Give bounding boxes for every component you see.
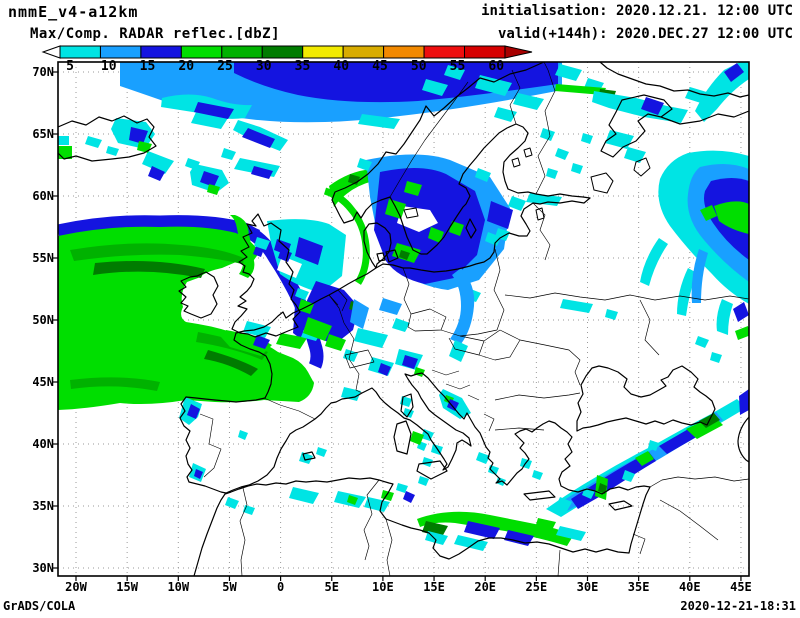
model-title: nmmE_v4-a12km [8,3,139,21]
colorbar-segment [423,45,465,59]
lat-label: 50N [32,313,54,327]
colorbar-tick-label: 10 [101,59,117,74]
lon-label: 45E [730,580,752,594]
coast-iceland [58,115,157,162]
lon-label: 35E [628,580,650,594]
lon-label: 15W [116,580,138,594]
colorbar-tick-label: 60 [488,59,504,74]
lat-label: 40N [32,437,54,451]
colorbar-segment [140,45,182,59]
colorbar-segment [221,45,263,59]
colorbar-segment [59,45,101,59]
colorbar-segment [383,45,425,59]
colorbar-segment [302,45,344,59]
coast-black-sea [576,365,716,432]
colorbar-tick-label: 20 [178,59,194,74]
colorbar-segment [180,45,223,59]
coast-caspian [737,416,749,463]
colorbar: 5 10 15 20 25 30 35 40 45 50 55 60 [41,45,533,74]
colorbar-segment [261,45,304,59]
lon-label: 15E [423,580,445,594]
valid-time-label: valid(+144h): 2020.DEC.27 12:00 UTC [497,26,793,42]
coast-mainland [179,62,651,495]
creation-timestamp: 2020-12-21-18:31 [680,599,796,613]
colorbar-tick-label: 15 [140,59,156,74]
lon-label: 20W [65,580,87,594]
map-frame [57,61,750,577]
lat-label: 30N [32,561,54,575]
colorbar-tick-label: 30 [256,59,272,74]
coast-ireland [178,271,219,319]
colorbar-tick-label: 5 [66,59,74,74]
lat-label: 45N [32,375,54,389]
lon-label: 30E [577,580,599,594]
grads-credit: GrADS/COLA [3,599,76,613]
lon-label: 10W [167,580,189,594]
colorbar-tick-label: 40 [333,59,349,74]
coastlines [58,62,749,576]
colorbar-tick-label: 35 [295,59,311,74]
lon-label: 0 [277,580,284,594]
colorbar-under-arrow [41,45,61,59]
coast-islands [302,218,633,511]
coast-white-sea [600,94,749,158]
reflectivity-shading [58,62,749,551]
colorbar-segment [342,45,385,59]
colorbar-over-arrow [504,45,533,59]
lon-label: 25E [526,580,548,594]
lon-label: 5E [325,580,339,594]
lon-label: 10E [372,580,394,594]
colorbar-tick-label: 55 [450,59,466,74]
coast-africa-levant [193,477,651,576]
lat-label: 60N [32,189,54,203]
lon-label: 40E [679,580,701,594]
country-borders [199,62,749,576]
field-title: Max/Comp. RADAR reflec.[dbZ] [30,26,281,42]
colorbar-segment [464,45,506,59]
lat-label: 70N [32,65,54,79]
lat-label: 55N [32,251,54,265]
colorbar-segment [99,45,142,59]
lat-label: 35N [32,499,54,513]
coast-kola [599,62,749,98]
colorbar-tick-label: 45 [372,59,388,74]
axis-labels: 20W 15W 10W 5W 0 5E 10E 15E 20E 25E 30E 35E 40E 45E 70… [32,65,751,594]
coast-great-britain [231,213,301,338]
init-time-label: initialisation: 2020.12.21. 12:00 UTC [481,3,793,19]
lat-label: 65N [32,127,54,141]
lon-label: 5W [222,580,237,594]
colorbar-tick-label: 25 [217,59,233,74]
colorbar-tick-label: 50 [411,59,427,74]
lon-label: 20E [474,580,496,594]
